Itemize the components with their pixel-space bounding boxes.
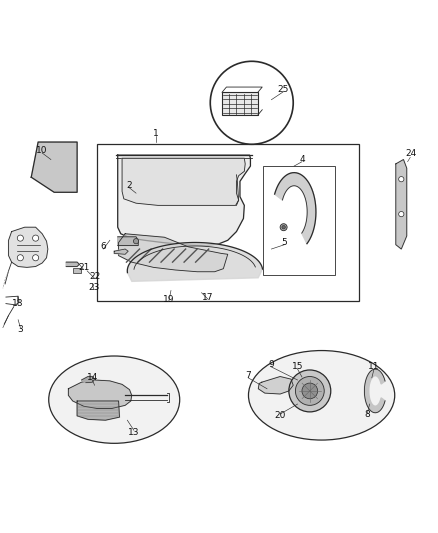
Circle shape [399,212,404,217]
Text: 9: 9 [268,360,274,369]
Polygon shape [118,155,251,246]
Circle shape [280,224,287,231]
Circle shape [282,225,286,229]
Circle shape [17,235,23,241]
Text: 15: 15 [292,362,304,372]
Circle shape [302,383,318,399]
Polygon shape [122,158,245,205]
Text: 18: 18 [11,299,23,308]
Circle shape [210,61,293,144]
Polygon shape [9,227,48,268]
Text: 10: 10 [36,146,48,155]
Circle shape [134,239,139,244]
Polygon shape [119,234,228,272]
Polygon shape [118,237,138,246]
Circle shape [32,255,39,261]
Text: 24: 24 [406,149,417,158]
Text: 21: 21 [78,263,89,272]
Text: 25: 25 [278,85,289,94]
Text: 2: 2 [127,181,132,190]
Ellipse shape [248,351,395,440]
Text: 4: 4 [299,155,305,164]
Polygon shape [396,159,407,249]
Bar [263,166,335,275]
Polygon shape [127,243,262,281]
Text: 3: 3 [18,325,23,334]
Text: 13: 13 [128,428,140,437]
Text: 22: 22 [89,272,100,280]
Bar [97,144,359,302]
Polygon shape [81,376,95,383]
Text: 5: 5 [282,238,287,247]
Text: 1: 1 [153,129,159,138]
Circle shape [32,235,39,241]
Text: 14: 14 [87,373,98,382]
Text: 11: 11 [368,362,380,372]
Polygon shape [77,401,120,420]
Polygon shape [114,249,128,254]
Circle shape [295,376,324,405]
Text: 20: 20 [275,411,286,421]
Polygon shape [275,173,316,244]
Polygon shape [31,142,77,192]
Text: 6: 6 [100,243,106,252]
Circle shape [289,370,331,412]
Text: 19: 19 [163,295,174,304]
Polygon shape [68,380,132,408]
Text: 7: 7 [245,371,251,380]
Text: 23: 23 [88,283,99,292]
Text: 8: 8 [364,410,370,419]
Circle shape [399,176,404,182]
Ellipse shape [49,356,180,443]
Bar [222,92,258,115]
Bar [73,268,81,272]
Polygon shape [258,376,293,394]
Text: 17: 17 [202,293,214,302]
Polygon shape [66,262,79,266]
Circle shape [17,255,23,261]
Polygon shape [364,369,385,413]
